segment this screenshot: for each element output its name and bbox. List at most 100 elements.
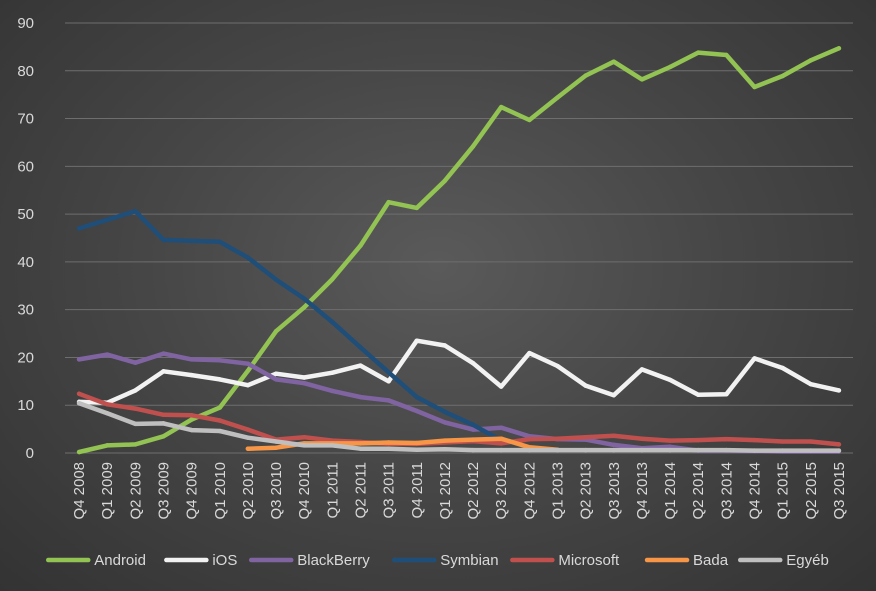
data-point-ios xyxy=(696,392,701,397)
data-point-bada xyxy=(499,436,504,441)
data-point-egy-b xyxy=(330,443,335,448)
data-point-symbian xyxy=(161,237,166,243)
y-tick-label: 90 xyxy=(17,15,34,32)
y-axis-tick-labels: 0 10 20 30 40 50 60 70 80 90 xyxy=(17,15,34,462)
data-point-egy-b xyxy=(273,439,279,444)
y-tick-label: 70 xyxy=(17,111,34,128)
data-point-blackberry xyxy=(330,388,335,394)
data-point-egy-b xyxy=(161,421,166,426)
data-point-egy-b xyxy=(386,446,391,451)
data-point-blackberry xyxy=(442,420,448,425)
data-point-blackberry xyxy=(273,377,279,382)
data-point-egy-b xyxy=(76,401,82,406)
data-point-ios xyxy=(780,365,785,371)
data-point-blackberry xyxy=(133,360,138,365)
data-point-egy-b xyxy=(808,448,813,453)
data-point-android xyxy=(302,305,307,310)
data-point-ios xyxy=(470,360,476,366)
x-tick-label: Q3 2014 xyxy=(718,462,735,520)
data-point-microsoft xyxy=(245,427,251,432)
series-line-android xyxy=(76,46,842,455)
data-point-egy-b xyxy=(724,447,729,453)
data-point-android xyxy=(330,276,335,282)
x-tick-label: Q4 2011 xyxy=(409,462,426,518)
data-point-android xyxy=(780,73,785,79)
x-tick-label: Q3 2011 xyxy=(381,462,398,518)
x-tick-label: Q4 2010 xyxy=(296,462,313,520)
x-tick-label: Q2 2015 xyxy=(803,462,820,520)
data-point-android xyxy=(386,199,391,205)
data-point-microsoft xyxy=(808,439,813,444)
x-tick-label: Q2 2009 xyxy=(127,462,144,520)
data-point-microsoft xyxy=(105,402,110,407)
data-point-blackberry xyxy=(611,442,616,448)
data-point-blackberry xyxy=(245,361,251,366)
data-point-ios xyxy=(330,370,335,375)
data-point-ios xyxy=(808,382,813,387)
data-point-symbian xyxy=(330,319,335,325)
data-point-blackberry xyxy=(499,425,504,430)
data-point-blackberry xyxy=(105,352,110,357)
data-point-microsoft xyxy=(76,391,82,396)
data-point-microsoft xyxy=(217,418,222,423)
data-point-android xyxy=(76,449,82,455)
data-point-microsoft xyxy=(161,412,166,417)
x-axis-tick-labels: Q4 2008 Q1 2009 Q2 2009 Q3 2009 Q4 2009 Q1 20… xyxy=(71,462,848,520)
data-point-symbian xyxy=(414,394,419,400)
x-tick-label: Q3 2015 xyxy=(831,462,848,520)
x-tick-label: Q4 2013 xyxy=(634,462,651,520)
data-point-egy-b xyxy=(780,448,785,453)
data-point-symbian xyxy=(217,239,222,245)
data-point-microsoft xyxy=(780,439,785,444)
data-point-egy-b xyxy=(245,435,251,440)
x-tick-label: Q1 2014 xyxy=(662,462,679,520)
legend-label: iOS xyxy=(212,552,237,569)
legend-item-bada: Bada xyxy=(644,552,729,569)
data-point-egy-b xyxy=(667,447,673,453)
data-point-android xyxy=(245,368,251,374)
data-point-android xyxy=(273,328,279,334)
data-point-blackberry xyxy=(386,398,391,403)
data-point-android xyxy=(527,117,532,123)
data-point-android xyxy=(611,59,616,64)
data-point-ios xyxy=(527,350,532,356)
data-point-android xyxy=(470,144,476,149)
data-point-android xyxy=(696,50,701,55)
data-point-microsoft xyxy=(752,437,757,443)
x-tick-label: Q2 2011 xyxy=(353,462,370,518)
data-point-android xyxy=(358,243,363,248)
data-point-android xyxy=(499,104,504,110)
series-lines xyxy=(76,46,842,455)
data-point-microsoft xyxy=(836,442,842,447)
data-point-egy-b xyxy=(217,428,222,434)
data-point-android xyxy=(667,64,673,70)
data-point-blackberry xyxy=(358,394,363,400)
data-point-egy-b xyxy=(442,446,448,452)
legend-item-ios: iOS xyxy=(164,552,237,569)
data-point-egy-b xyxy=(133,421,138,427)
data-point-bada xyxy=(470,437,476,442)
x-tick-label: Q1 2010 xyxy=(212,462,229,520)
data-point-symbian xyxy=(76,226,82,231)
data-point-egy-b xyxy=(470,447,476,453)
data-point-bada xyxy=(245,446,251,451)
data-point-ios xyxy=(217,377,222,382)
x-tick-label: Q3 2012 xyxy=(493,462,510,520)
data-point-egy-b xyxy=(527,447,532,453)
data-point-ios xyxy=(189,372,194,378)
data-point-microsoft xyxy=(555,436,560,441)
data-point-symbian xyxy=(302,296,307,301)
data-point-microsoft xyxy=(189,413,194,418)
data-point-android xyxy=(752,84,757,90)
data-point-ios xyxy=(302,375,307,380)
data-point-microsoft xyxy=(667,438,673,443)
x-tick-label: Q4 2009 xyxy=(184,462,201,520)
data-point-microsoft xyxy=(639,436,645,441)
data-point-egy-b xyxy=(752,448,757,453)
legend-label: BlackBerry xyxy=(297,552,370,569)
y-tick-label: 10 xyxy=(17,397,34,414)
data-point-egy-b xyxy=(583,447,588,453)
data-point-blackberry xyxy=(470,427,476,432)
series-ios xyxy=(76,338,842,406)
